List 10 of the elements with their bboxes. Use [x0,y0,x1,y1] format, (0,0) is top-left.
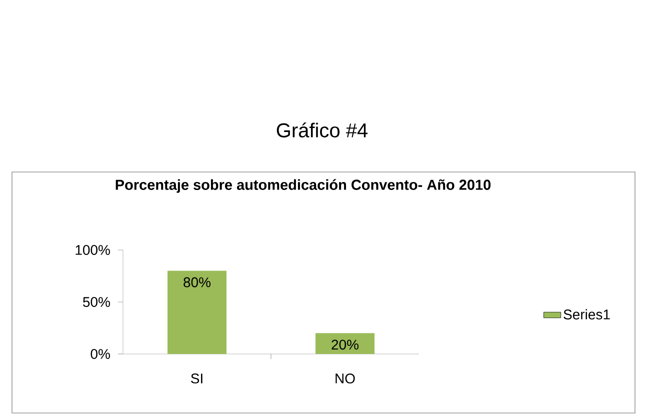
y-tick-label: 100% [76,245,110,255]
x-tick-label: NO [336,374,355,384]
chart-subtitle: Porcentaje sobre automedicación Convento- Año 2010 [116,179,491,193]
legend-label: Series1 [564,309,610,320]
x-tick-label: SI [191,374,202,384]
chart-title: Gráfico #4 [276,122,368,138]
data-label: 20% [332,340,359,350]
y-tick-label: 0% [90,349,110,359]
data-label: 80% [184,277,211,288]
y-tick-label: 50% [83,297,110,307]
